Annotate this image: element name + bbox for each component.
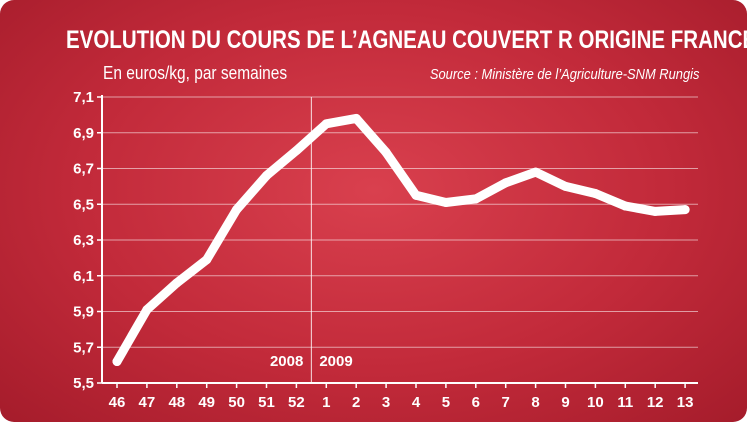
x-tick-label: 3 <box>382 394 390 411</box>
data-point <box>590 189 600 199</box>
axis-layer <box>97 95 698 388</box>
x-tick-label: 4 <box>412 394 421 411</box>
x-tick-label: 5 <box>442 394 450 411</box>
data-point <box>680 205 690 215</box>
y-tick-label: 6,5 <box>73 196 94 213</box>
data-point <box>291 146 301 156</box>
x-tick-label: 9 <box>561 394 569 411</box>
x-tick-label: 49 <box>198 394 215 411</box>
y-tick-label: 7,1 <box>73 89 94 106</box>
y-tick-label: 6,7 <box>73 161 94 178</box>
y-tick-label: 6,1 <box>73 268 94 285</box>
data-point <box>381 147 391 157</box>
year-label-2009: 2009 <box>319 353 352 370</box>
x-tick-label: 50 <box>228 394 245 411</box>
data-point <box>531 167 541 177</box>
series-layer <box>112 113 690 367</box>
data-point <box>262 171 271 181</box>
y-tick-label: 5,5 <box>73 375 94 392</box>
x-tick-label: 47 <box>139 394 156 411</box>
data-point <box>501 178 511 188</box>
data-point <box>561 181 570 191</box>
data-point <box>351 113 361 123</box>
data-point <box>620 201 630 211</box>
chart-source: Source : Ministère de l’Agriculture-SNM … <box>429 66 699 83</box>
x-tick-label: 48 <box>168 394 185 411</box>
data-point <box>202 255 212 265</box>
data-point <box>232 205 242 215</box>
chart-title: EVOLUTION DU COURS DE L’AGNEAU COUVERT R… <box>66 26 747 54</box>
x-tick-label: 2 <box>352 394 360 411</box>
y-tick-label: 5,9 <box>73 304 94 321</box>
x-tick-label: 7 <box>502 394 510 411</box>
x-tick-label: 6 <box>472 394 480 411</box>
data-point <box>321 119 331 129</box>
x-tick-label: 10 <box>587 394 604 411</box>
y-tick-label: 6,3 <box>73 232 94 249</box>
data-point <box>112 357 122 367</box>
data-point <box>142 305 152 315</box>
x-tick-label: 12 <box>647 394 664 411</box>
data-point <box>471 194 481 204</box>
data-point <box>441 197 451 207</box>
grid-layer <box>102 96 698 348</box>
x-tick-label: 8 <box>531 394 539 411</box>
x-tick-label: 51 <box>258 394 275 411</box>
year-label-2008: 2008 <box>270 353 303 370</box>
x-tick-label: 1 <box>322 394 330 411</box>
series-line <box>112 113 690 366</box>
chart-subtitle: En euros/kg, par semaines <box>103 63 288 83</box>
data-point <box>411 190 421 200</box>
data-point <box>172 278 182 288</box>
y-tick-label: 6,9 <box>73 125 94 142</box>
x-tick-label: 11 <box>617 394 633 411</box>
data-point <box>650 206 660 216</box>
x-tick-label: 52 <box>288 394 305 411</box>
x-tick-label: 13 <box>677 394 694 411</box>
x-tick-label: 46 <box>109 394 126 411</box>
y-tick-label: 5,7 <box>73 339 94 356</box>
